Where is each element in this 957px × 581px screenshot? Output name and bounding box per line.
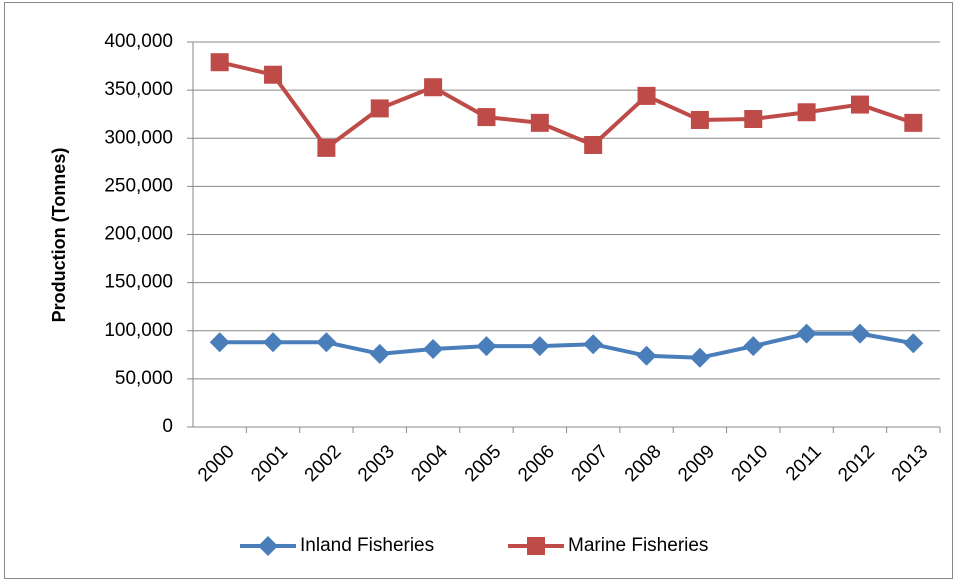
y-axis-title: Production (Tonnes)	[49, 148, 69, 323]
legend-marker	[258, 536, 278, 556]
point-marker	[796, 323, 817, 344]
point-marker	[209, 332, 230, 353]
series-line	[219, 331, 914, 360]
point-marker	[210, 53, 229, 72]
point-marker	[423, 339, 444, 360]
point-marker	[636, 345, 657, 366]
chart-border	[4, 2, 953, 579]
y-tick-label: 300,000	[104, 127, 173, 148]
y-tick-label: 50,000	[115, 368, 173, 389]
point-marker	[316, 332, 337, 353]
point-marker	[584, 135, 603, 154]
point-marker	[744, 110, 763, 128]
point-marker	[529, 336, 550, 357]
point-marker	[849, 323, 870, 344]
point-marker	[476, 336, 497, 357]
y-tick-label: 150,000	[104, 272, 173, 293]
point-marker	[530, 113, 549, 132]
y-tick-label: 250,000	[104, 175, 173, 196]
point-marker	[424, 78, 443, 97]
point-marker	[263, 332, 284, 353]
point-marker	[797, 103, 816, 122]
y-tick-label: 350,000	[104, 79, 173, 100]
y-tick-label: 0	[162, 416, 173, 437]
point-marker	[369, 343, 390, 364]
point-marker	[850, 95, 869, 114]
y-tick-label: 400,000	[104, 31, 173, 52]
point-marker	[583, 334, 604, 355]
legend-marker	[527, 537, 545, 555]
legend-label: Marine Fisheries	[568, 535, 708, 556]
point-marker	[690, 110, 709, 129]
point-marker	[743, 336, 764, 357]
point-marker	[637, 86, 656, 105]
legend-label: Inland Fisheries	[300, 535, 434, 556]
point-marker	[689, 347, 710, 368]
point-marker	[264, 65, 283, 84]
point-marker	[903, 333, 924, 354]
y-tick-label: 200,000	[104, 224, 173, 245]
point-marker	[370, 99, 389, 118]
point-marker	[904, 113, 923, 132]
y-tick-label: 100,000	[104, 320, 173, 341]
point-marker	[477, 108, 496, 127]
point-marker	[317, 138, 336, 157]
